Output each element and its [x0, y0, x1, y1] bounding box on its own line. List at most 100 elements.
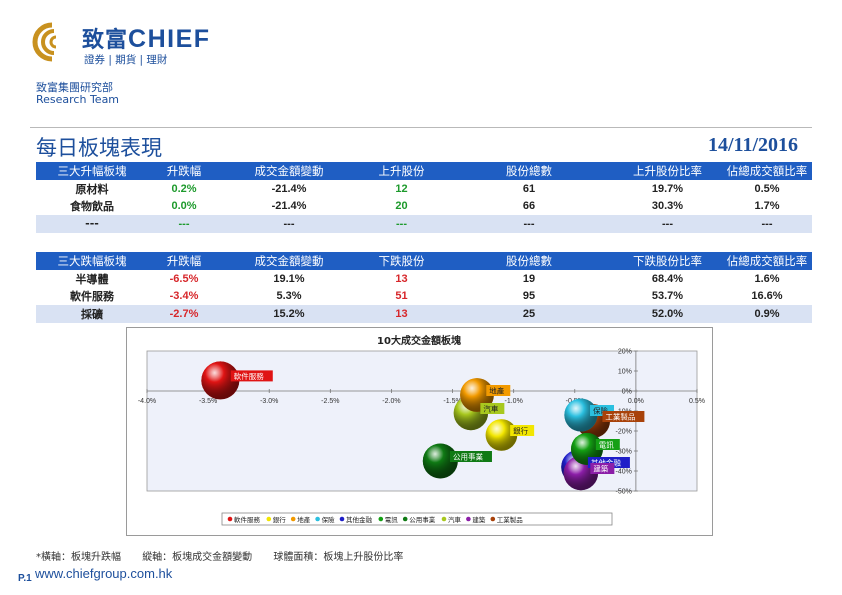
report-date: 14/11/2016 — [707, 134, 798, 156]
up-ratio: --- — [613, 215, 722, 233]
data-label-bg — [602, 411, 645, 422]
stocks-up: --- — [358, 215, 445, 233]
turnover-change: --- — [220, 215, 358, 233]
bubble-shade-7 — [422, 443, 458, 479]
data-label-bg — [510, 425, 535, 436]
footnote-bubble: 球體面積：板塊上升股份比率 — [273, 552, 404, 563]
legend-entry: 電訊 — [385, 515, 399, 524]
data-label: 地產 — [489, 386, 504, 396]
footnote-x-axis: *橫軸：板塊升跌幅 — [36, 552, 121, 563]
legend-marker — [227, 516, 233, 522]
column-header: 下跌股份 — [358, 252, 445, 270]
data-label: 公用事業 — [453, 452, 483, 462]
turnover-share: 0.9% — [722, 305, 812, 323]
legend-marker — [315, 516, 320, 522]
table-row: --- --- --- --- --- --- --- — [36, 215, 812, 233]
legend-entry: 工業製品 — [497, 515, 523, 524]
column-header: 上升股份比率 — [613, 162, 722, 180]
data-label-bg — [486, 385, 511, 396]
column-header: 三大升幅板塊 — [36, 162, 148, 180]
column-header: 升跌幅 — [148, 162, 220, 180]
legend-entry: 汽車 — [448, 515, 462, 524]
legend-marker — [402, 516, 408, 522]
brand-name: 致富CHIEF — [82, 22, 211, 54]
turnover-change: 5.3% — [276, 290, 302, 303]
turnover-change: -21.4% — [271, 182, 307, 195]
x-tick-label: -3.0% — [260, 398, 278, 405]
table-header-row: 三大升幅板塊 升跌幅 成交金額變動 上升股份 股份總數 上升股份比率 佔總成交額… — [36, 162, 812, 180]
up-ratio: 19.7% — [651, 182, 684, 195]
legend-marker — [378, 516, 384, 522]
bubble-shade-1 — [201, 361, 240, 400]
sector-name: 食物飲品 — [70, 200, 114, 214]
y-tick-label: 20% — [618, 349, 632, 356]
legend-box — [221, 512, 613, 526]
chart-canvas: 10大成交金額板塊 -4.0% -3.5% -3.0% -2.5% -2.0% -1.5% -… — [138, 334, 705, 526]
down-ratio: 52.0% — [613, 305, 722, 323]
page-title: 每日板塊表現 — [36, 136, 162, 160]
change-pct: --- — [148, 215, 220, 233]
x-tick-label: -2.0% — [382, 398, 400, 405]
data-label: 工業製品 — [605, 412, 635, 422]
top-gainers-table: 三大升幅板塊 升跌幅 成交金額變動 上升股份 股份總數 上升股份比率 佔總成交額… — [36, 162, 812, 233]
footnote-y-axis: 縱軸：板塊成交金額變動 — [142, 552, 253, 563]
chart-footnote: *橫軸：板塊升跌幅 縱軸：板塊成交金額變動 球體面積：板塊上升股份比率 — [36, 548, 421, 563]
change-pct: 0.0% — [171, 200, 197, 213]
table-row: 採礦 -2.7% 15.2% 13 25 52.0% 0.9% — [36, 305, 812, 323]
legend-entry: 建築 — [472, 515, 486, 524]
sector-name: 半導體 — [75, 272, 109, 286]
legend-entry: 地產 — [297, 515, 311, 524]
table-header-row: 三大跌幅板塊 升跌幅 成交金額變動 下跌股份 股份總數 下跌股份比率 佔總成交額… — [36, 252, 812, 270]
sector-bubble-chart: 10大成交金額板塊 -4.0% -3.5% -3.0% -2.5% -2.0% -1.5% -… — [126, 327, 713, 536]
data-label: 建築 — [593, 464, 608, 474]
turnover-change: 19.1% — [273, 272, 305, 285]
table-row: 原材料 0.2% -21.4% 12 61 19.7% 0.5% — [36, 180, 812, 198]
column-header: 佔總成交額比率 — [722, 252, 812, 270]
column-header: 上升股份 — [358, 162, 445, 180]
column-header: 股份總數 — [445, 162, 613, 180]
turnover-share: 0.5% — [754, 182, 780, 195]
change-pct: -6.5% — [169, 272, 199, 285]
y-tick-label: 10% — [618, 369, 632, 376]
sector-name: 原材料 — [75, 182, 109, 196]
sector-name: --- — [36, 215, 148, 233]
turnover-change: 15.2% — [220, 305, 358, 323]
chart-title: 10大成交金額板塊 — [377, 334, 461, 347]
y-tick-label: -50% — [616, 489, 632, 496]
department-name-en: Research Team — [36, 93, 120, 106]
stocks-down: 13 — [395, 272, 408, 285]
data-label-bg — [230, 370, 273, 382]
x-tick-label: 0.5% — [689, 398, 705, 405]
turnover-share: 1.7% — [754, 200, 780, 213]
column-header: 成交金額變動 — [220, 162, 358, 180]
turnover-share: --- — [722, 215, 812, 233]
bubble-shade-4 — [564, 398, 598, 432]
bubble-shade-2 — [485, 419, 518, 451]
legend-entry: 軟件服務 — [234, 515, 261, 524]
column-header: 三大跌幅板塊 — [36, 252, 148, 270]
down-ratio: 68.4% — [651, 272, 684, 285]
x-tick-label: -2.5% — [321, 398, 339, 405]
legend-marker — [266, 516, 272, 522]
legend-marker — [339, 516, 345, 522]
total-stocks: 25 — [445, 305, 613, 323]
x-tick-label: -1.0% — [505, 398, 523, 405]
data-label: 汽車 — [483, 404, 498, 414]
website-link[interactable]: www.chiefgroup.com.hk — [35, 566, 173, 581]
x-tick-label: -4.0% — [138, 398, 156, 405]
change-pct: 0.2% — [171, 182, 197, 195]
turnover-share: 16.6% — [751, 290, 783, 303]
total-stocks: --- — [445, 215, 613, 233]
column-header: 股份總數 — [445, 252, 613, 270]
table-row: 軟件服務 -3.4% 5.3% 51 95 53.7% 16.6% — [36, 288, 812, 306]
legend-entry: 公用事業 — [409, 515, 436, 524]
brand-name-zh: 致富 — [82, 28, 129, 53]
brand-tagline: 證券 | 期貨 | 理財 — [84, 54, 168, 66]
change-pct: -2.7% — [148, 305, 220, 323]
y-tick-label: -40% — [616, 469, 632, 476]
stocks-up: 20 — [395, 200, 408, 213]
column-header: 升跌幅 — [148, 252, 220, 270]
legend-marker — [290, 516, 296, 522]
page-number: P.1 — [18, 573, 32, 584]
sector-name: 採礦 — [36, 305, 148, 323]
